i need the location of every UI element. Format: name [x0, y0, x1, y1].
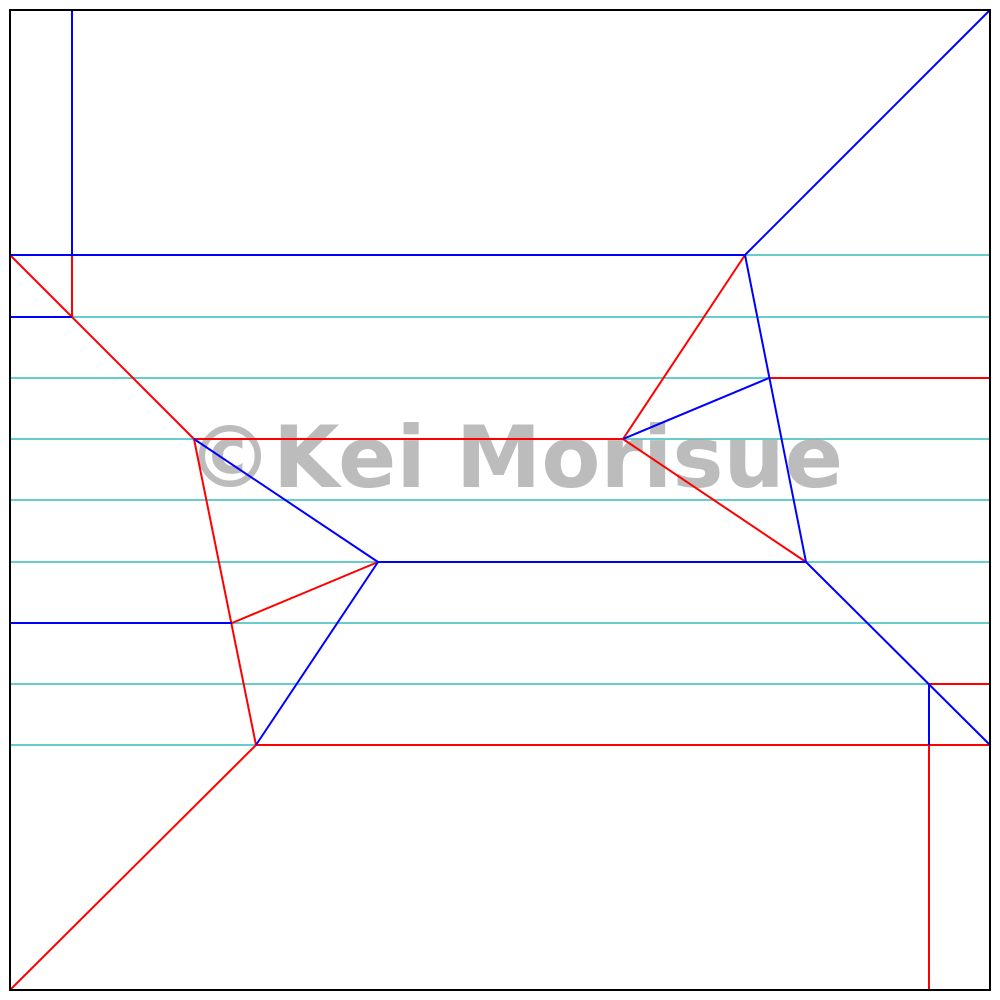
- valley-creases: [9, 254, 990, 991]
- mountain-crease: [744, 9, 991, 256]
- valley-crease: [193, 438, 257, 746]
- valley-crease: [622, 438, 807, 563]
- mountain-crease: [255, 561, 379, 746]
- mountain-crease: [193, 438, 379, 563]
- mountain-crease: [805, 561, 991, 746]
- mountain-crease: [744, 254, 807, 563]
- watermark-text: ©Kei Morisue: [187, 408, 843, 508]
- mountain-creases: [10, 9, 991, 746]
- valley-crease: [9, 744, 257, 991]
- valley-crease: [622, 254, 746, 440]
- mountain-crease: [622, 377, 770, 440]
- valley-crease: [9, 254, 195, 440]
- valley-crease: [231, 561, 379, 624]
- paper-border: [9, 9, 991, 991]
